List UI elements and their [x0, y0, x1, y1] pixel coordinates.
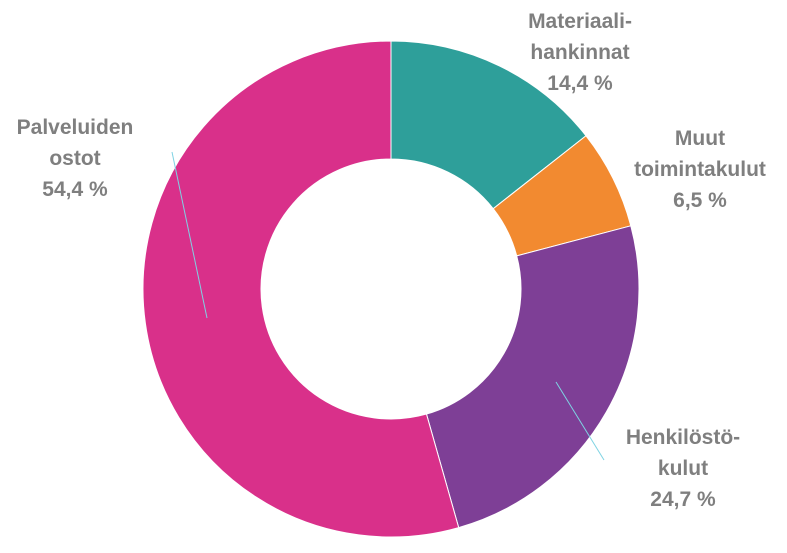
slice-value-label: 14,4 %: [547, 72, 613, 95]
donut-slice: [390, 40, 587, 210]
leader-line: [555, 381, 605, 461]
donut-slice: [142, 40, 460, 538]
slice-name-label: Henkilöstö-: [626, 426, 740, 449]
slice-labels: Materiaali-hankinnat 14,4 % Muut toimintaku…: [17, 10, 766, 511]
slice-value-label: 6,5 %: [673, 189, 727, 212]
slice-name-label: kulut: [658, 457, 708, 480]
leader-lines: [171, 151, 605, 461]
donut-slices: [142, 40, 640, 538]
slice-name-label: Palveluiden: [17, 116, 134, 139]
slice-name-label: toimintakulut: [634, 158, 766, 181]
donut-slice: [425, 225, 640, 529]
slice-name-label: hankinnat: [530, 41, 629, 64]
slice-name-label: Muut: [675, 127, 725, 150]
slice-value-label: 54,4 %: [42, 178, 108, 201]
slice-name-label: Materiaali-: [528, 10, 632, 33]
leader-line: [171, 151, 208, 319]
slice-value-label: 24,7 %: [650, 488, 716, 511]
slice-name-label: ostot: [49, 147, 100, 170]
